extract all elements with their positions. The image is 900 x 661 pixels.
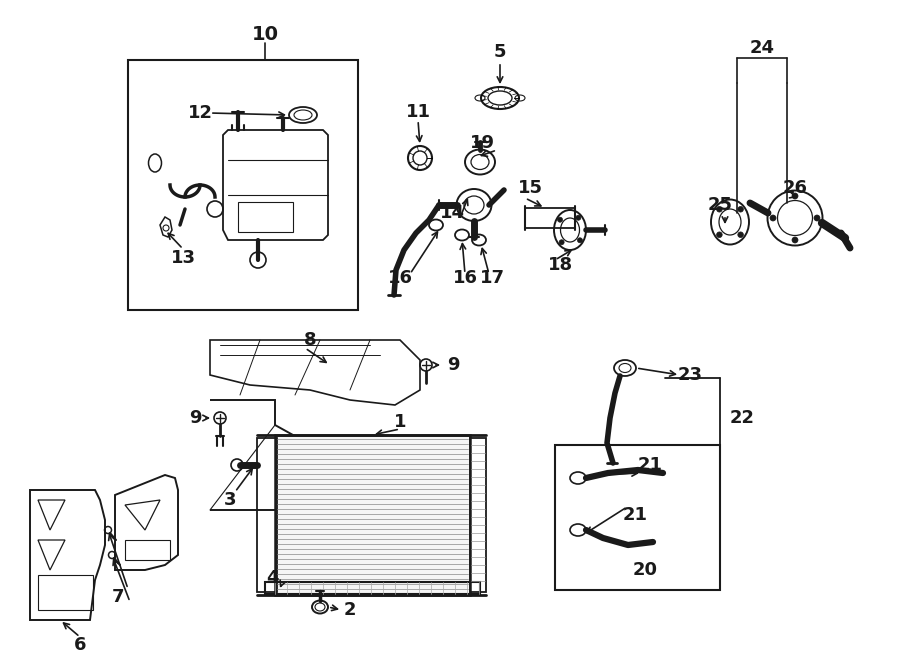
Text: 25: 25 xyxy=(707,196,733,214)
Text: 16: 16 xyxy=(453,269,478,287)
Text: 18: 18 xyxy=(547,256,572,274)
Text: 24: 24 xyxy=(750,39,775,57)
Text: 9: 9 xyxy=(189,409,202,427)
Text: 9: 9 xyxy=(446,356,459,374)
Text: 7: 7 xyxy=(112,588,124,606)
Circle shape xyxy=(576,215,580,220)
Text: 12: 12 xyxy=(187,104,212,122)
Bar xyxy=(525,208,575,228)
Text: 15: 15 xyxy=(518,179,543,197)
Bar xyxy=(238,202,293,232)
Text: 10: 10 xyxy=(251,26,278,44)
Bar xyxy=(470,438,486,592)
Text: 6: 6 xyxy=(74,636,86,654)
Bar xyxy=(257,438,277,592)
Text: 14: 14 xyxy=(439,204,464,222)
Text: 2: 2 xyxy=(344,601,356,619)
Text: 5: 5 xyxy=(494,43,506,61)
Text: 22: 22 xyxy=(730,409,754,427)
Text: 8: 8 xyxy=(303,331,316,349)
Circle shape xyxy=(738,206,743,212)
Circle shape xyxy=(716,232,722,237)
Text: 4: 4 xyxy=(266,569,278,587)
Circle shape xyxy=(814,215,820,221)
Text: 21: 21 xyxy=(637,456,662,474)
Text: 23: 23 xyxy=(678,366,703,384)
Bar xyxy=(265,582,480,594)
Bar xyxy=(555,445,720,590)
Text: 21: 21 xyxy=(623,506,647,524)
Text: 13: 13 xyxy=(170,249,195,267)
Bar xyxy=(125,540,170,560)
Text: 3: 3 xyxy=(224,491,236,509)
Text: 16: 16 xyxy=(388,269,412,287)
Text: 20: 20 xyxy=(633,561,658,579)
Circle shape xyxy=(738,232,743,237)
Circle shape xyxy=(559,240,564,245)
Text: 11: 11 xyxy=(406,103,430,121)
Circle shape xyxy=(792,193,798,199)
Text: 1: 1 xyxy=(394,413,406,431)
Bar xyxy=(275,435,470,595)
Circle shape xyxy=(792,237,798,243)
Bar xyxy=(38,575,93,610)
Bar xyxy=(128,60,358,310)
Circle shape xyxy=(716,206,722,212)
Circle shape xyxy=(770,215,776,221)
Circle shape xyxy=(578,238,582,243)
Circle shape xyxy=(557,217,562,222)
Text: 19: 19 xyxy=(470,134,494,152)
Text: 26: 26 xyxy=(782,179,807,197)
Text: 17: 17 xyxy=(480,269,505,287)
